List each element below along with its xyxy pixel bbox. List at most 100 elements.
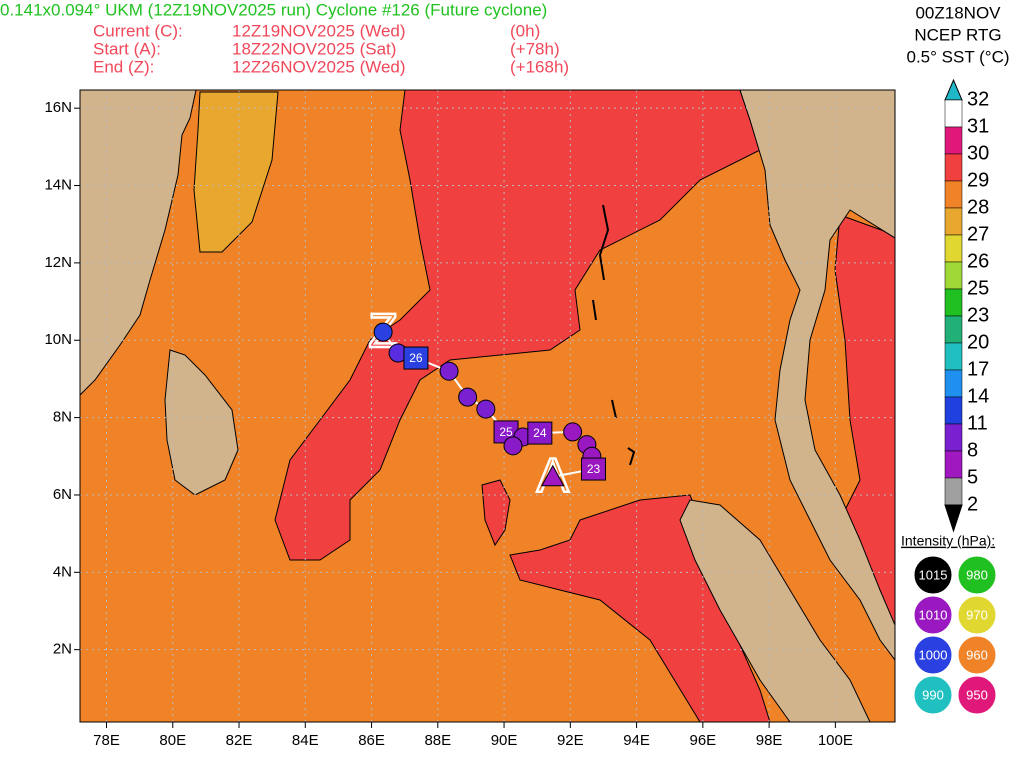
- track-point: [458, 387, 478, 407]
- info-text: (+168h): [510, 57, 569, 76]
- lon-tick-label: 92E: [557, 732, 584, 749]
- lon-tick-label: 86E: [358, 732, 385, 749]
- colorbar-label: 23: [967, 304, 989, 326]
- info-text: Start (A):: [93, 39, 161, 58]
- colorbar-segment: [944, 450, 963, 479]
- track-point-label: 26: [409, 351, 423, 365]
- intensity-label: 1010: [919, 607, 948, 622]
- track-point: [403, 346, 429, 370]
- info-text: 12Z19NOV2025 (Wed): [232, 21, 406, 40]
- colorbar-label: 5: [967, 466, 978, 488]
- ticks: 78E 80E 82E 84E 86E 88E 90E 92E 94E 96E 98E 100E 2N 4…: [44, 99, 852, 749]
- header: 0.141x0.094° UKM (12Z19NOV2025 run) Cycl…: [0, 0, 1010, 76]
- intensity-swatch: [913, 675, 953, 715]
- intensity-swatch: [957, 595, 997, 635]
- track-point: [563, 422, 583, 442]
- lat-tick-label: 4N: [53, 563, 72, 580]
- lat-tick-label: 10N: [44, 331, 72, 348]
- intensity-swatch: [957, 675, 997, 715]
- track-point: [476, 399, 496, 419]
- track-point: [527, 421, 553, 445]
- lat-tick-label: 6N: [53, 486, 72, 503]
- sst-region: [481, 479, 511, 547]
- track: ZA26252423: [367, 304, 607, 504]
- colorbar-label: 20: [967, 331, 989, 353]
- colorbar-segment: [944, 126, 963, 155]
- intensity-swatch: [957, 555, 997, 595]
- lat-tick-label: 16N: [44, 99, 72, 116]
- colorbar-label: 32: [967, 88, 989, 110]
- colorbar-label: 11: [967, 412, 988, 434]
- track-point: [540, 464, 565, 487]
- track-point: [439, 361, 459, 381]
- colorbar-label: 25: [967, 277, 989, 299]
- intensity-swatch: [913, 555, 953, 595]
- islands: [592, 204, 636, 466]
- track-point-label: 25: [499, 425, 513, 439]
- track-point: [503, 436, 523, 456]
- intensity-label: 1015: [919, 567, 948, 582]
- colorbar-label: 8: [967, 439, 978, 461]
- track-point: [373, 322, 393, 342]
- colorbar: 32 31 30 29 28 27 26 25 23 20 17 14 11 8 5 2: [944, 78, 989, 533]
- land: [739, 90, 895, 661]
- colorbar-segment: [944, 369, 963, 398]
- intensity-swatch: [913, 635, 953, 675]
- island: [611, 399, 617, 419]
- intensity-legend: Intensity (hPa): 1015 980 1010 970 1000 960 990…: [901, 533, 997, 715]
- colorbar-label: 26: [967, 250, 989, 272]
- intensity-label: 980: [966, 567, 988, 582]
- intensity-label: 960: [966, 647, 988, 662]
- lat-tick-label: 2N: [53, 641, 72, 658]
- lat-tick-label: 14N: [44, 177, 72, 194]
- lon-tick-label: 82E: [226, 732, 253, 749]
- colorbar-segment: [944, 234, 963, 263]
- intensity-label: 990: [922, 687, 944, 702]
- lon-tick-label: 80E: [159, 732, 186, 749]
- intensity-label: 1000: [919, 647, 948, 662]
- colorbar-over: [944, 78, 963, 101]
- colorbar-label: 28: [967, 196, 989, 218]
- info-text: End (Z):: [93, 57, 154, 76]
- colorbar-segment: [944, 315, 963, 344]
- colorbar-segment: [944, 342, 963, 371]
- colorbar-label: 2: [967, 493, 978, 515]
- info-text: 12Z26NOV2025 (Wed): [232, 57, 406, 76]
- grid: [80, 90, 895, 722]
- colorbar-segment: [944, 477, 963, 506]
- info-text: (0h): [510, 21, 540, 40]
- colorbar-segment: [944, 153, 963, 182]
- map: ZA26252423: [80, 90, 895, 722]
- land: [679, 499, 871, 722]
- colorbar-segment: [944, 180, 963, 209]
- colorbar-segment: [944, 261, 963, 290]
- info-text: 18Z22NOV2025 (Sat): [232, 39, 396, 58]
- colorbar-label: 17: [967, 358, 989, 380]
- colorbar-segment: [944, 288, 963, 317]
- colorbar-segment: [944, 99, 963, 128]
- map-frame: [79, 89, 896, 723]
- source-text: 0.5° SST (°C): [906, 47, 1009, 66]
- intensity-legend-title: Intensity (hPa):: [901, 533, 995, 549]
- colorbar-label: 27: [967, 223, 989, 245]
- colorbar-under: [944, 504, 963, 533]
- lon-tick-label: 100E: [818, 732, 853, 749]
- colorbar-segment: [944, 423, 963, 452]
- colorbar-segment: [944, 396, 963, 425]
- island: [598, 204, 610, 281]
- colorbar-segment: [944, 207, 963, 236]
- sst-region: [193, 91, 279, 253]
- source-text: 00Z18NOV: [915, 3, 1001, 22]
- colorbar-label: 14: [967, 385, 989, 407]
- track-point-label: 24: [533, 426, 547, 440]
- lon-tick-label: 90E: [491, 732, 518, 749]
- track-point-label: 23: [587, 462, 601, 476]
- island: [592, 299, 597, 321]
- lon-tick-label: 88E: [424, 732, 451, 749]
- lon-tick-label: 96E: [689, 732, 716, 749]
- land: [164, 349, 239, 496]
- lat-tick-label: 8N: [53, 409, 72, 426]
- colorbar-label: 31: [967, 115, 989, 137]
- intensity-swatch: [957, 635, 997, 675]
